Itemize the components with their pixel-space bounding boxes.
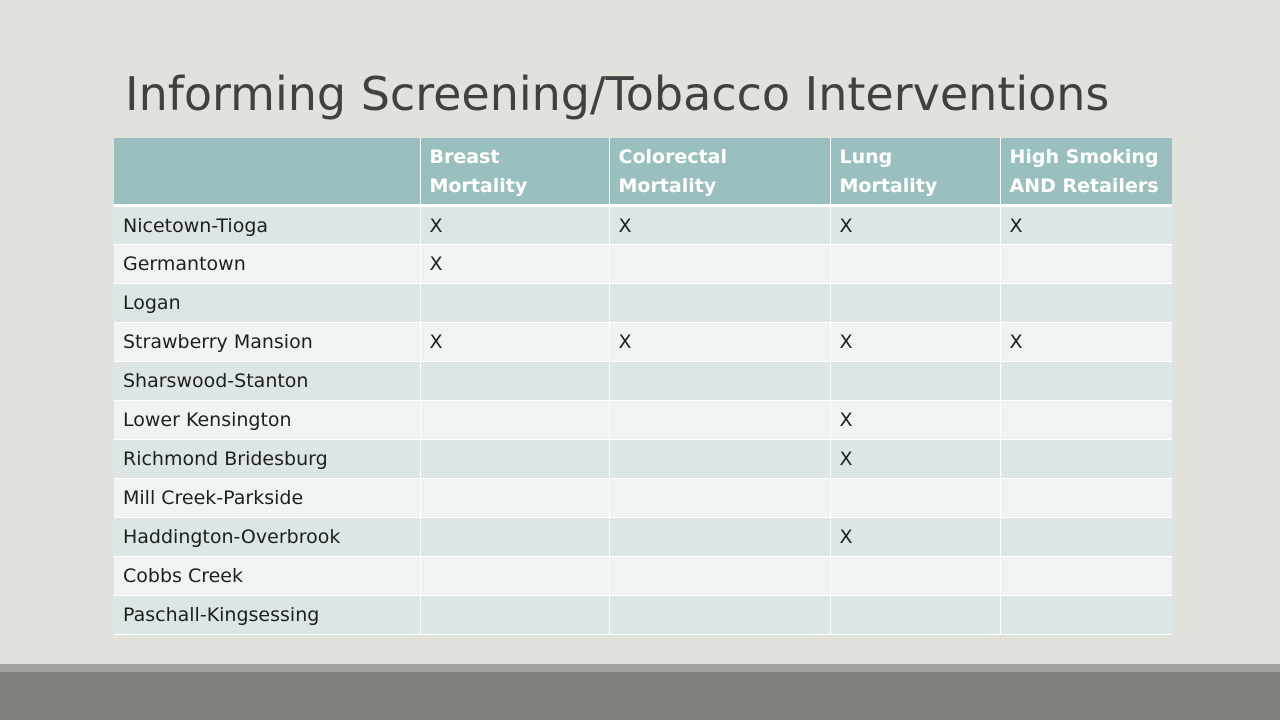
breast-mortality-cell <box>419 361 609 401</box>
high-smoking-retailers-cell <box>999 478 1172 518</box>
neighborhood-cell: Mill Creek-Parkside <box>114 478 420 518</box>
lung-mortality-cell: X <box>829 400 1000 440</box>
breast-mortality-cell <box>419 400 609 440</box>
lung-mortality-cell: X <box>829 205 1000 245</box>
high-smoking-retailers-cell <box>999 361 1172 401</box>
lung-mortality-cell <box>829 478 1000 518</box>
table-header: Breast Mortality Colorectal Mortality Lu… <box>114 138 1172 207</box>
lung-mortality-cell <box>829 283 1000 323</box>
breast-mortality-cell: X <box>419 322 609 362</box>
high-smoking-retailers-cell <box>999 595 1172 635</box>
header-cell-colorectal-mortality: Colorectal Mortality <box>608 138 830 207</box>
neighborhood-cell: Haddington-Overbrook <box>114 517 420 557</box>
lung-mortality-cell: X <box>829 439 1000 479</box>
high-smoking-retailers-cell <box>999 283 1172 323</box>
table-row: Logan <box>114 283 1172 323</box>
breast-mortality-cell <box>419 478 609 518</box>
colorectal-mortality-cell <box>608 439 830 479</box>
lung-mortality-cell <box>829 556 1000 596</box>
high-smoking-retailers-cell <box>999 400 1172 440</box>
header-cell-neighborhood <box>114 138 420 207</box>
lung-mortality-cell <box>829 595 1000 635</box>
high-smoking-retailers-cell <box>999 244 1172 284</box>
table-row: Sharswood-Stanton <box>114 361 1172 401</box>
lung-mortality-cell: X <box>829 517 1000 557</box>
high-smoking-retailers-cell: X <box>999 322 1172 362</box>
breast-mortality-cell <box>419 517 609 557</box>
table-row: Richmond Bridesburg X <box>114 439 1172 479</box>
table-row: Germantown X <box>114 244 1172 284</box>
table-row: Lower Kensington X <box>114 400 1172 440</box>
table-row: Paschall-Kingsessing <box>114 595 1172 635</box>
neighborhood-cell: Paschall-Kingsessing <box>114 595 420 635</box>
high-smoking-retailers-cell <box>999 439 1172 479</box>
neighborhood-cell: Richmond Bridesburg <box>114 439 420 479</box>
slide-title: Informing Screening/Tobacco Intervention… <box>125 67 1110 121</box>
neighborhood-cell: Sharswood-Stanton <box>114 361 420 401</box>
neighborhood-cell: Logan <box>114 283 420 323</box>
colorectal-mortality-cell <box>608 595 830 635</box>
colorectal-mortality-cell <box>608 283 830 323</box>
footer-accent-line <box>0 664 1280 672</box>
header-cell-lung-mortality: Lung Mortality <box>829 138 1000 207</box>
breast-mortality-cell: X <box>419 205 609 245</box>
table-row: Mill Creek-Parkside <box>114 478 1172 518</box>
table-row: Nicetown-Tioga X X X X <box>114 205 1172 245</box>
interventions-table: Breast Mortality Colorectal Mortality Lu… <box>114 138 1172 635</box>
lung-mortality-cell <box>829 244 1000 284</box>
breast-mortality-cell <box>419 439 609 479</box>
neighborhood-cell: Nicetown-Tioga <box>114 205 420 245</box>
header-row: Breast Mortality Colorectal Mortality Lu… <box>114 138 1172 207</box>
neighborhood-cell: Lower Kensington <box>114 400 420 440</box>
breast-mortality-cell <box>419 556 609 596</box>
colorectal-mortality-cell <box>608 244 830 284</box>
neighborhood-cell: Germantown <box>114 244 420 284</box>
breast-mortality-cell: X <box>419 244 609 284</box>
neighborhood-cell: Strawberry Mansion <box>114 322 420 362</box>
colorectal-mortality-cell <box>608 556 830 596</box>
breast-mortality-cell <box>419 595 609 635</box>
colorectal-mortality-cell <box>608 361 830 401</box>
table-row: Strawberry Mansion X X X X <box>114 322 1172 362</box>
breast-mortality-cell <box>419 283 609 323</box>
neighborhood-cell: Cobbs Creek <box>114 556 420 596</box>
table-body: Nicetown-Tioga X X X X Germantown X Loga… <box>114 205 1172 635</box>
lung-mortality-cell <box>829 361 1000 401</box>
colorectal-mortality-cell <box>608 517 830 557</box>
high-smoking-retailers-cell <box>999 517 1172 557</box>
high-smoking-retailers-cell: X <box>999 205 1172 245</box>
header-cell-breast-mortality: Breast Mortality <box>419 138 609 207</box>
table-row: Cobbs Creek <box>114 556 1172 596</box>
lung-mortality-cell: X <box>829 322 1000 362</box>
colorectal-mortality-cell: X <box>608 205 830 245</box>
colorectal-mortality-cell <box>608 400 830 440</box>
footer-bar <box>0 672 1280 720</box>
high-smoking-retailers-cell <box>999 556 1172 596</box>
colorectal-mortality-cell <box>608 478 830 518</box>
header-cell-high-smoking-retailers: High Smoking AND Retailers <box>999 138 1172 207</box>
colorectal-mortality-cell: X <box>608 322 830 362</box>
table-row: Haddington-Overbrook X <box>114 517 1172 557</box>
